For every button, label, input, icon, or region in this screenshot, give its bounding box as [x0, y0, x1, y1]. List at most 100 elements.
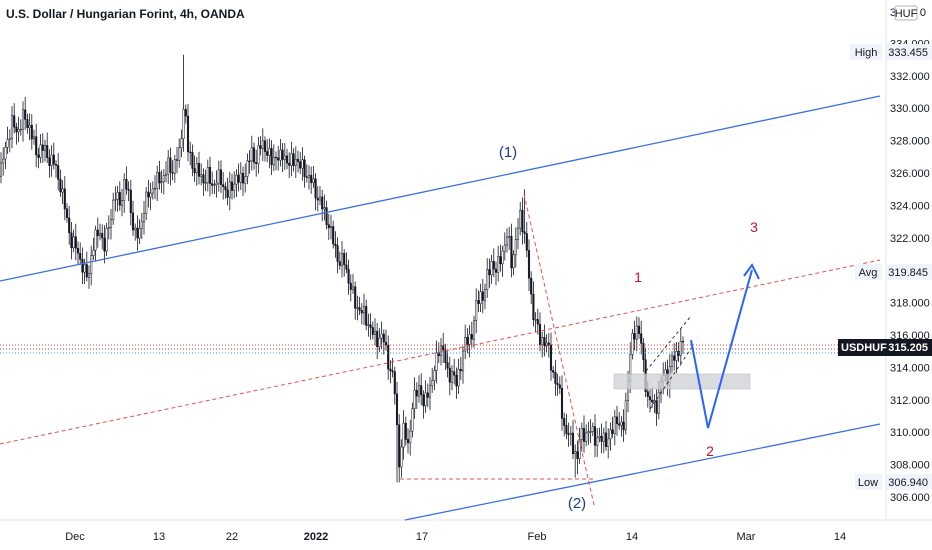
candle-body [378, 337, 381, 348]
channel-upper-line[interactable] [0, 95, 881, 282]
candle-body [521, 209, 524, 232]
candle-body [272, 156, 275, 166]
projection-path[interactable] [690, 269, 753, 429]
candle-body [217, 169, 220, 184]
channel-mid-line[interactable] [0, 259, 881, 445]
candle-body [411, 408, 414, 432]
candle-body [457, 368, 460, 387]
candle-body [94, 229, 97, 251]
avg-tag-box [855, 264, 882, 280]
candle-body [41, 144, 44, 151]
candle-body [259, 145, 262, 149]
candle-body [164, 173, 168, 176]
candle-body [481, 291, 484, 301]
candle-body [393, 371, 396, 395]
candle-body [413, 389, 416, 409]
candle-body [83, 264, 86, 273]
candle-body [591, 426, 594, 432]
candle-body [552, 370, 555, 373]
candle-body [640, 333, 643, 344]
high-tag-value: 333.455 [888, 47, 928, 59]
candle-body [138, 228, 141, 239]
candle-body [127, 189, 130, 191]
candle-body [261, 140, 264, 149]
candle-body [87, 273, 91, 278]
candle-body [8, 137, 11, 140]
time-tick-label: Feb [528, 531, 547, 543]
candle-body [461, 350, 465, 372]
current-price-tag[interactable] [838, 339, 932, 356]
candle-body [160, 181, 163, 184]
candle-body [409, 430, 412, 444]
candle-body [131, 212, 135, 231]
candle-body [433, 370, 436, 381]
candle-body [103, 237, 106, 252]
candle-body [351, 286, 355, 290]
candle-body [268, 148, 271, 156]
candle-body [453, 371, 456, 376]
candle-body [123, 179, 126, 201]
time-axis[interactable]: Dec 13 22 2022 17 Feb 14 Mar 14 [65, 531, 846, 543]
candle-body [569, 432, 572, 435]
candle-body [532, 293, 535, 321]
candle-body [336, 245, 339, 262]
channel-lower-line[interactable] [404, 423, 881, 521]
candle-body [483, 289, 487, 301]
candle-body [292, 153, 295, 166]
candle-body [472, 320, 476, 340]
candle-body [446, 362, 449, 369]
currency-badge-box[interactable] [894, 5, 918, 21]
candle-body [153, 187, 157, 190]
candle-body [334, 243, 337, 247]
candle-body [358, 307, 361, 311]
candle-body [200, 174, 203, 177]
candle-body [197, 163, 201, 177]
candle-body [54, 164, 58, 166]
candle-body [398, 424, 401, 468]
candle-body [228, 181, 231, 198]
candle-body [497, 256, 500, 273]
avg-tag-value: 319.845 [888, 267, 928, 279]
candle-body [340, 253, 344, 266]
candle-body [360, 310, 363, 314]
candle-body [593, 426, 597, 446]
candle-body [125, 179, 128, 190]
time-tick-label: 14 [834, 531, 846, 543]
wave-label-1-minor: 1 [634, 269, 642, 285]
candle-body [105, 227, 108, 252]
support-zone-box[interactable] [613, 373, 751, 390]
candle-body [257, 145, 260, 164]
candle-body [611, 429, 614, 434]
candle-body [158, 171, 161, 184]
candle-body [455, 374, 458, 387]
candle-body [235, 174, 238, 185]
candle-body [43, 145, 47, 151]
candle-body [180, 138, 183, 148]
candle-body [369, 324, 372, 328]
price-axis[interactable]: 306.000308.000310.000312.000314.000316.0… [890, 38, 930, 504]
candle-body [21, 109, 25, 130]
candle-body [389, 368, 392, 371]
candle-body [281, 149, 284, 160]
candle-body [380, 333, 383, 339]
candle-body [541, 337, 544, 346]
candle-body [547, 342, 550, 346]
candle-body [439, 345, 443, 357]
candle-body [578, 439, 581, 459]
candle-body [219, 169, 223, 185]
candle-body [582, 428, 586, 442]
candle-body [142, 213, 146, 223]
candle-body [30, 124, 33, 140]
candle-body [534, 319, 537, 321]
candle-body [193, 168, 196, 174]
wedge-lower-line[interactable] [649, 346, 693, 410]
candle-body [211, 183, 214, 186]
candle-body [556, 383, 559, 386]
candle-body [514, 239, 517, 256]
candle-body [35, 136, 38, 156]
candle-body [527, 250, 531, 279]
currency-badge[interactable]: HUF [895, 8, 918, 20]
wedge-upper-line[interactable] [645, 315, 692, 372]
